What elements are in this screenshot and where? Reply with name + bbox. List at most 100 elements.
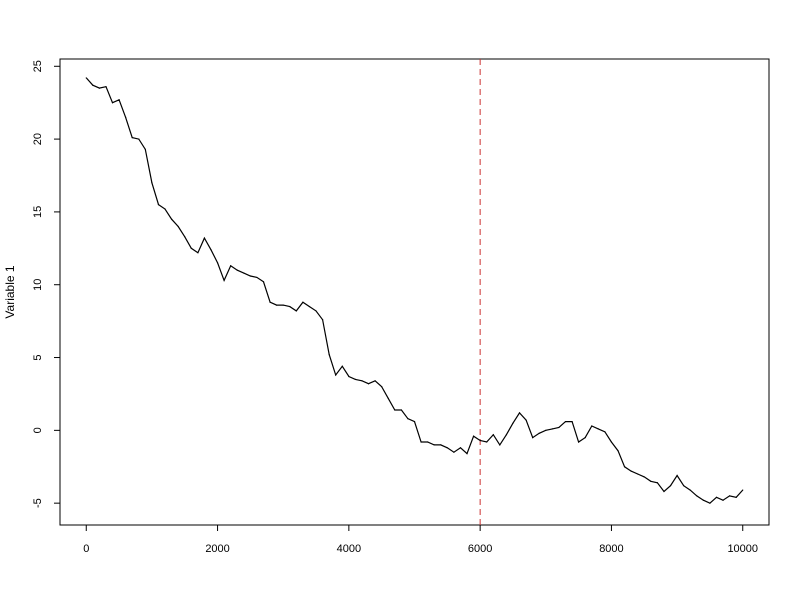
plot-area-frame xyxy=(59,58,770,526)
data-point xyxy=(663,490,665,493)
data-point xyxy=(125,116,127,118)
data-point xyxy=(486,441,488,443)
data-point xyxy=(315,310,317,312)
data-point xyxy=(321,319,324,321)
data-point xyxy=(499,444,501,446)
y-tick-label: 5 xyxy=(32,354,44,360)
data-point xyxy=(427,441,429,443)
data-point xyxy=(532,437,534,439)
data-point xyxy=(394,409,396,411)
data-point xyxy=(407,418,409,420)
data-point xyxy=(295,310,297,312)
data-point xyxy=(505,434,508,436)
data-point xyxy=(518,412,521,414)
data-point xyxy=(584,437,586,439)
y-axis-label: Variable 1 xyxy=(3,265,17,318)
data-point xyxy=(302,301,304,303)
data-point xyxy=(400,409,402,411)
data-point xyxy=(184,236,186,238)
data-point xyxy=(689,489,691,491)
data-point xyxy=(361,380,363,382)
data-point xyxy=(683,485,685,487)
data-point xyxy=(696,495,698,497)
data-point xyxy=(381,386,383,388)
data-point xyxy=(387,397,389,399)
data-point xyxy=(604,431,606,433)
data-point xyxy=(637,473,639,475)
data-point xyxy=(722,499,724,501)
data-point xyxy=(243,272,245,274)
data-point xyxy=(249,275,251,277)
data-point xyxy=(735,496,737,498)
series-points xyxy=(85,77,744,504)
data-point xyxy=(92,84,94,86)
data-point xyxy=(558,426,560,429)
data-point xyxy=(538,432,540,434)
data-point xyxy=(203,237,206,239)
series-line xyxy=(85,77,744,504)
data-point xyxy=(262,281,265,283)
data-point xyxy=(413,421,416,423)
data-point xyxy=(105,86,107,88)
data-point xyxy=(151,182,153,184)
data-point xyxy=(571,421,573,423)
data-point xyxy=(85,77,87,79)
data-point xyxy=(630,470,632,472)
data-point xyxy=(459,447,462,449)
data-point xyxy=(256,276,258,279)
data-point xyxy=(98,87,100,89)
data-point xyxy=(230,265,232,267)
data-point xyxy=(433,444,435,446)
data-point xyxy=(729,495,731,497)
data-point xyxy=(440,444,442,446)
y-axis: -5 0 5 10 15 20 25 xyxy=(32,60,60,508)
data-point xyxy=(512,422,514,424)
data-point xyxy=(354,378,357,380)
data-point xyxy=(492,434,494,436)
x-axis: 0 2000 4000 6000 8000 10000 xyxy=(83,525,758,555)
data-point xyxy=(171,218,173,220)
data-point xyxy=(479,439,481,442)
data-point xyxy=(617,450,619,452)
data-point xyxy=(164,208,166,210)
y-tick-label: 15 xyxy=(32,206,44,218)
data-point xyxy=(216,262,219,264)
data-point xyxy=(223,279,225,281)
data-point xyxy=(676,474,678,477)
data-point xyxy=(367,383,370,385)
data-point xyxy=(335,374,337,376)
data-point xyxy=(289,305,291,308)
data-point xyxy=(190,247,192,249)
y-tick-label: 20 xyxy=(32,133,44,145)
y-tick-label: -5 xyxy=(32,498,44,508)
x-tick-label: 0 xyxy=(83,543,89,555)
data-point xyxy=(157,204,160,206)
data-point xyxy=(597,428,599,430)
data-point xyxy=(525,419,527,421)
x-tick-label: 4000 xyxy=(337,543,361,555)
data-point xyxy=(669,485,672,487)
data-point xyxy=(610,441,613,443)
y-tick-label: 0 xyxy=(32,427,44,433)
data-point xyxy=(551,428,553,430)
data-point xyxy=(578,441,580,443)
y-tick-label: 25 xyxy=(32,60,44,72)
data-point xyxy=(453,451,455,453)
data-point xyxy=(276,304,278,306)
data-point xyxy=(269,301,271,303)
x-tick-label: 8000 xyxy=(599,543,623,555)
data-point xyxy=(564,421,567,423)
data-point xyxy=(656,482,658,484)
data-point xyxy=(650,480,652,482)
data-point xyxy=(197,252,199,254)
data-point xyxy=(131,137,133,139)
data-point xyxy=(118,99,120,101)
data-point xyxy=(177,225,179,228)
data-point xyxy=(472,435,475,437)
x-tick-label: 10000 xyxy=(727,543,758,555)
data-point xyxy=(328,354,330,356)
data-point xyxy=(446,447,448,449)
x-tick-label: 2000 xyxy=(205,543,229,555)
data-point xyxy=(138,138,140,140)
data-point xyxy=(466,453,468,455)
